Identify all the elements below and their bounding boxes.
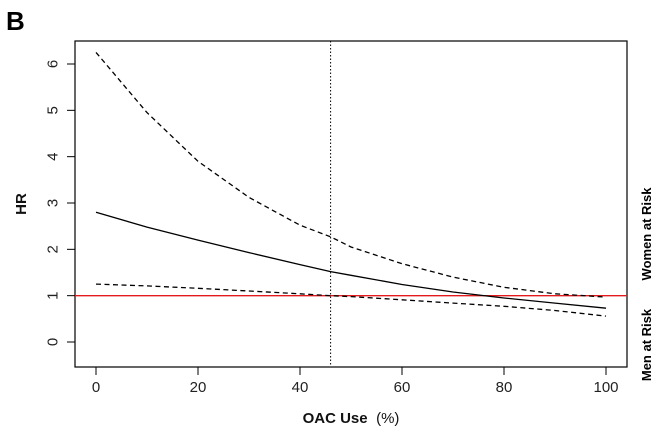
series-layer — [95, 51, 607, 317]
x-axis: 0 20 40 60 80 100 — [92, 367, 619, 396]
x-axis-title-text: OAC Use — [303, 410, 368, 427]
y-axis: 0 1 2 3 4 5 6 — [45, 60, 75, 346]
x-tick-label: 20 — [190, 379, 207, 396]
y-tick-label: 0 — [45, 338, 62, 346]
y-tick-label: 5 — [45, 106, 62, 114]
y-tick-label: 3 — [45, 199, 62, 207]
x-axis-title-unit: (%) — [376, 410, 399, 427]
women-at-risk-label: Women at Risk — [639, 187, 654, 281]
x-tick-label: 60 — [394, 379, 411, 396]
plot-frame — [74, 40, 628, 368]
x-tick-label: 100 — [593, 379, 618, 396]
y-axis-title: HR — [13, 193, 30, 215]
x-tick-label: 40 — [292, 379, 309, 396]
x-tick-label: 0 — [92, 379, 100, 396]
y-tick-label: 1 — [45, 291, 62, 299]
men-at-risk-label: Men at Risk — [639, 308, 654, 381]
y-tick-label: 6 — [45, 60, 62, 68]
x-tick-label: 80 — [496, 379, 513, 396]
panel-label: B — [6, 6, 25, 36]
y-tick-label: 4 — [45, 152, 62, 160]
series-line-upper_ci — [95, 51, 607, 298]
y-tick-label: 2 — [45, 245, 62, 253]
x-axis-title: OAC Use (%) — [303, 410, 400, 427]
series-line-estimate — [95, 211, 607, 309]
series-line-lower_ci — [95, 283, 607, 317]
